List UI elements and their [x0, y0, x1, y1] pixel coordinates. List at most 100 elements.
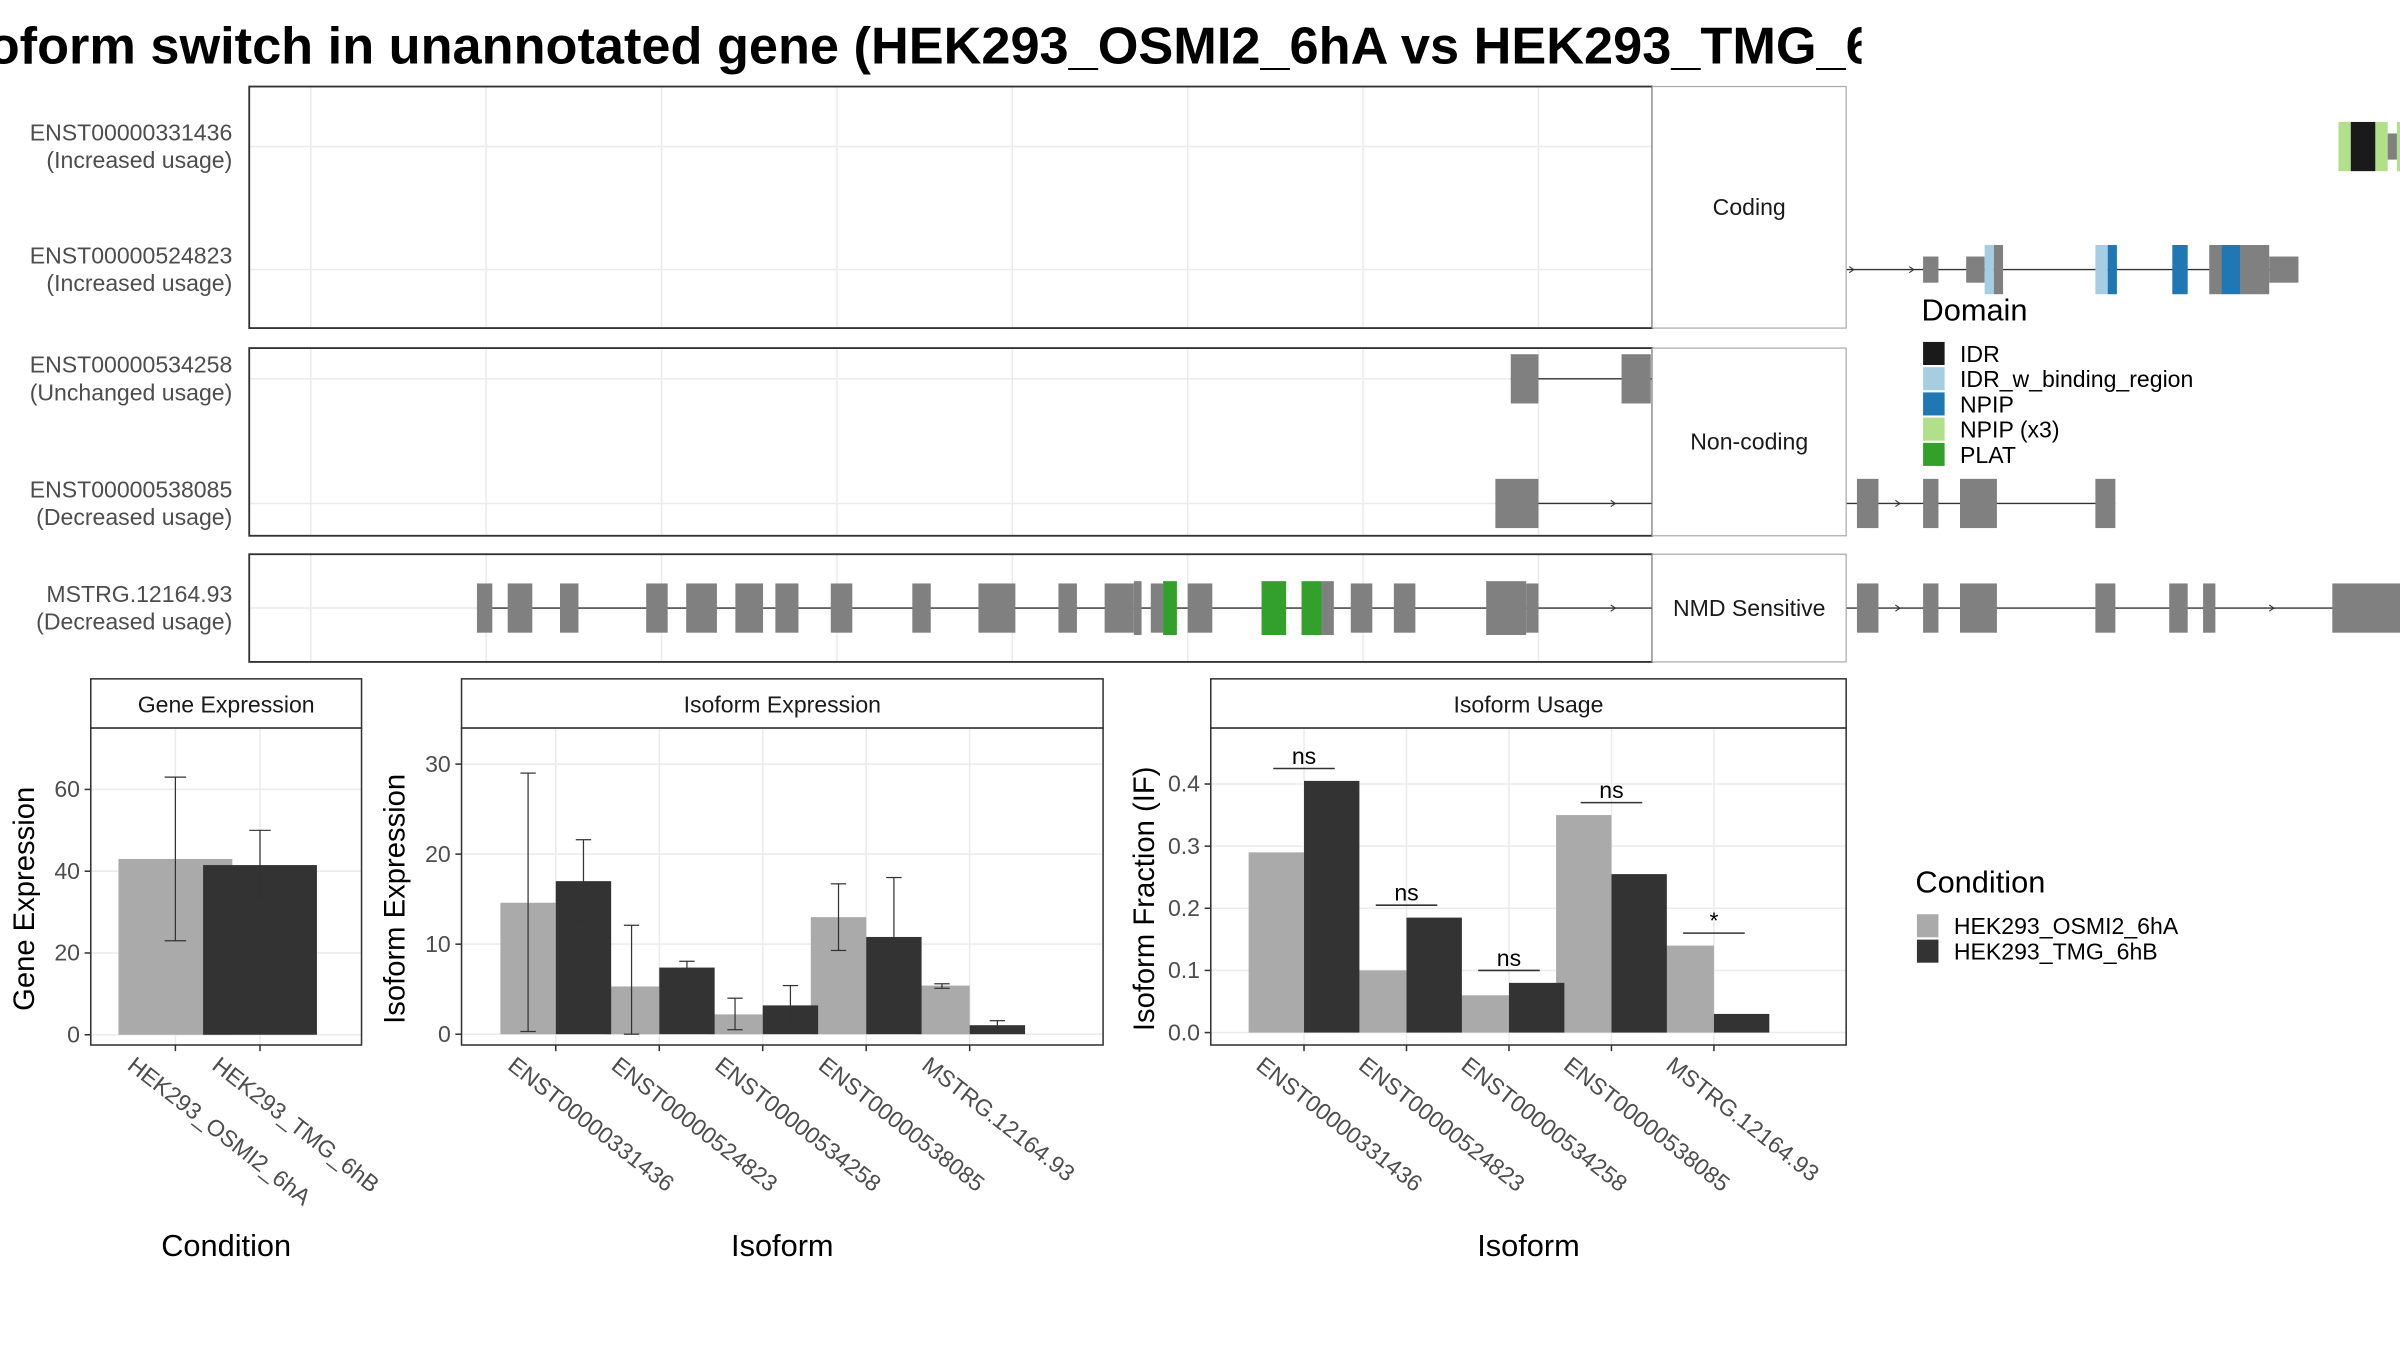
facet-strip-label: Isoform Usage [1453, 692, 1603, 718]
direction-arrow [2268, 604, 2275, 612]
domain-idr [2350, 121, 2376, 172]
significance-label: ns [1497, 945, 1521, 971]
legend-key [1916, 939, 1939, 963]
exon [912, 583, 931, 633]
x-tick-label: ENST00000538085 [814, 1052, 990, 1197]
legend-key [1923, 341, 1945, 365]
bar-panel-2: Isoform Expression 0 10 20 30 ENST00000331436… [380, 678, 1104, 1263]
exon [2095, 583, 2116, 633]
x-tick-label: ENST00000534258 [1457, 1052, 1633, 1197]
exon [1321, 581, 1334, 635]
y-axis-title: Isoform Fraction (IF) [1129, 767, 1161, 1032]
facet-strip-label: Gene Expression [138, 692, 315, 718]
y-tick-label: 0.1 [1168, 957, 1200, 983]
direction-arrow [1610, 604, 1617, 612]
bar [1248, 852, 1305, 1033]
facet-strip [1651, 553, 1847, 663]
bar [1453, 995, 1509, 1033]
title-clip [1861, 0, 2400, 78]
bar [1611, 874, 1667, 1033]
domain-npip [2107, 245, 2117, 295]
y-tick-label: 30 [425, 751, 451, 777]
structure-panel-3: MSTRG.12164.93(Decreased usage) NMD Sensi… [36, 553, 2400, 663]
exon [1923, 478, 1939, 529]
structure-panel-2: ENST00000534258(Unchanged usage) ENST0000… [30, 347, 2116, 537]
bar [1658, 945, 1714, 1033]
exon [1350, 583, 1373, 633]
y-tick-label: 40 [54, 858, 80, 884]
facet-strip [1210, 678, 1847, 729]
domain-idr_w_binding_region [1984, 245, 1994, 295]
y-tick-label: 0.0 [1168, 1019, 1200, 1045]
transcript-label: ENST00000331436 [30, 119, 233, 145]
transcript-label: ENST00000538085 [30, 476, 233, 502]
x-axis-title: Isoform [1477, 1228, 1580, 1263]
transcript-label: ENST00000534258 [30, 352, 233, 378]
transcript-track [2338, 121, 2400, 172]
legend-label: PLAT [1960, 442, 2016, 468]
exon [1966, 256, 1985, 283]
exon [2095, 478, 2116, 529]
exon [1150, 583, 1164, 633]
bar [1406, 917, 1462, 1033]
transcript-usage-label: (Decreased usage) [36, 504, 232, 530]
exon [1993, 245, 2004, 295]
domain-npip_x3 [2375, 121, 2388, 172]
exon [2203, 583, 2216, 633]
exon [1960, 583, 1997, 633]
transcript-usage-label: (Increased usage) [46, 147, 232, 173]
domain-plat [1261, 581, 1287, 635]
domain-npip [2172, 245, 2188, 295]
facet-strip [1651, 347, 1847, 537]
transcript-structure-panels: ENST00000331436(Increased usage)ENST0000… [30, 85, 2400, 663]
domain-npip [2221, 245, 2240, 295]
y-tick-label: 0.3 [1168, 833, 1200, 859]
bar [659, 967, 715, 1035]
direction-arrow [1895, 499, 1901, 507]
legend-key [1916, 914, 1939, 938]
exon [560, 583, 579, 633]
x-tick-label: ENST00000534258 [710, 1052, 886, 1197]
exon [646, 583, 668, 633]
exon [1187, 583, 1213, 633]
transcript-usage-label: (Increased usage) [46, 270, 232, 296]
bar [914, 985, 970, 1035]
bar-panel-3: Isoform Usage 0.0 0.1 0.2 0.3 0.4 ns ns ns ns * ENS… [1129, 678, 1847, 1263]
structure-panel-1: ENST00000331436(Increased usage)ENST0000… [30, 85, 2400, 329]
direction-arrow [1908, 266, 1915, 274]
panel-border [1210, 727, 1847, 1046]
facet-strip-label: Non-coding [1690, 429, 1808, 455]
facet-strip [1651, 85, 1847, 329]
y-tick-label: 0 [438, 1021, 451, 1047]
exon [1621, 354, 1651, 404]
direction-arrow [1895, 604, 1901, 612]
domain-npip_x3 [2396, 121, 2400, 172]
panel-background [249, 348, 1653, 536]
legend-label: NPIP [1960, 391, 2014, 417]
exon [2209, 245, 2222, 295]
exon [1923, 256, 1939, 283]
exon [1510, 354, 1539, 404]
significance-label: ns [1599, 777, 1623, 803]
domain-plat [1163, 581, 1177, 635]
exon [476, 583, 493, 633]
legend-label: NPIP (x3) [1960, 417, 2060, 443]
direction-arrow [1610, 499, 1617, 507]
facet-strip [460, 678, 1104, 729]
facet-strip-label: NMD Sensitive [1673, 595, 1826, 621]
domain-plat [1301, 581, 1322, 635]
legend-key [1923, 392, 1945, 416]
x-tick-label: ENST00000331436 [1252, 1052, 1428, 1197]
y-tick-label: 0.2 [1168, 895, 1200, 921]
significance-label: * [1709, 908, 1718, 934]
exon [1486, 581, 1527, 635]
exon [1923, 583, 1939, 633]
exon [1960, 478, 1997, 529]
y-tick-label: 10 [425, 931, 451, 957]
exon [2332, 583, 2400, 633]
transcript-usage-label: (Decreased usage) [36, 609, 232, 635]
x-tick-label: ENST00000331436 [503, 1052, 679, 1197]
plot-title: oform switch in unannotated gene (HEK293… [0, 17, 1944, 75]
